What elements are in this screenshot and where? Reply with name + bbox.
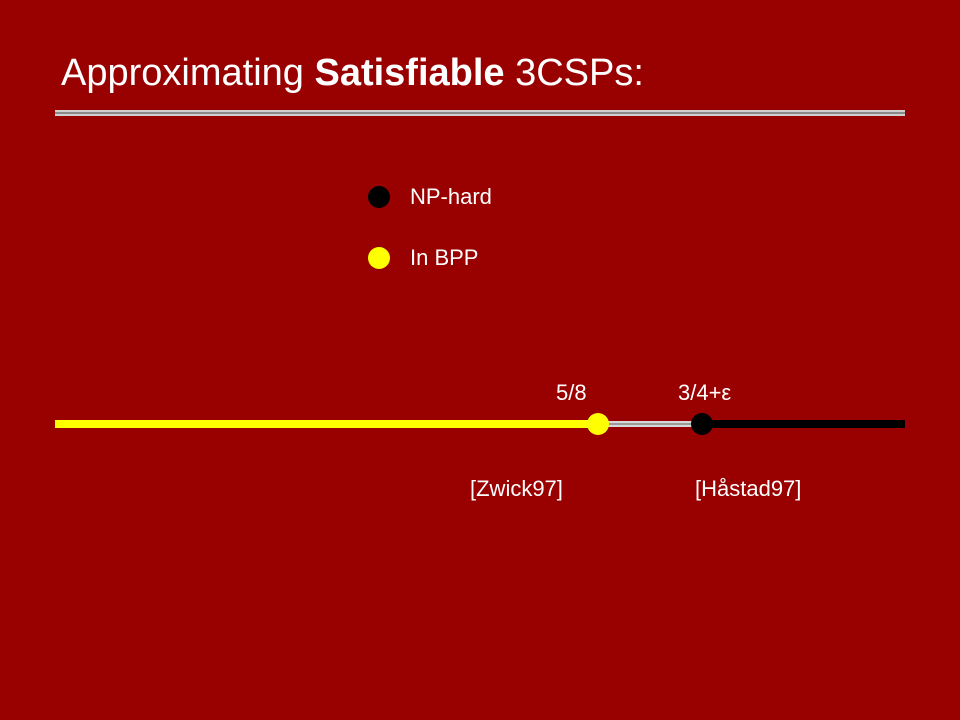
marker-3-4-dot — [691, 413, 713, 435]
title-underline — [55, 110, 905, 116]
hard-segment — [702, 420, 905, 428]
title-prefix: Approximating — [61, 52, 315, 94]
legend-in-bpp-label: In BPP — [410, 245, 479, 270]
citation-hastad: [Håstad97] — [695, 476, 802, 501]
marker-5-8-dot — [587, 413, 609, 435]
legend-in-bpp-dot — [368, 247, 390, 269]
slide-title: Approximating Satisfiable 3CSPs: — [61, 50, 644, 96]
marker-3-4-label: 3/4+ε — [678, 380, 732, 405]
marker-5-8-label: 5/8 — [556, 380, 587, 405]
title-emphasis: Satisfiable — [314, 52, 505, 94]
citation-zwick: [Zwick97] — [470, 476, 563, 501]
legend-np-hard-label: NP-hard — [410, 184, 492, 209]
easy-segment — [55, 420, 598, 428]
gap-segment-shade — [598, 423, 702, 425]
title-suffix: 3CSPs: — [504, 52, 644, 94]
legend-np-hard-dot — [368, 186, 390, 208]
